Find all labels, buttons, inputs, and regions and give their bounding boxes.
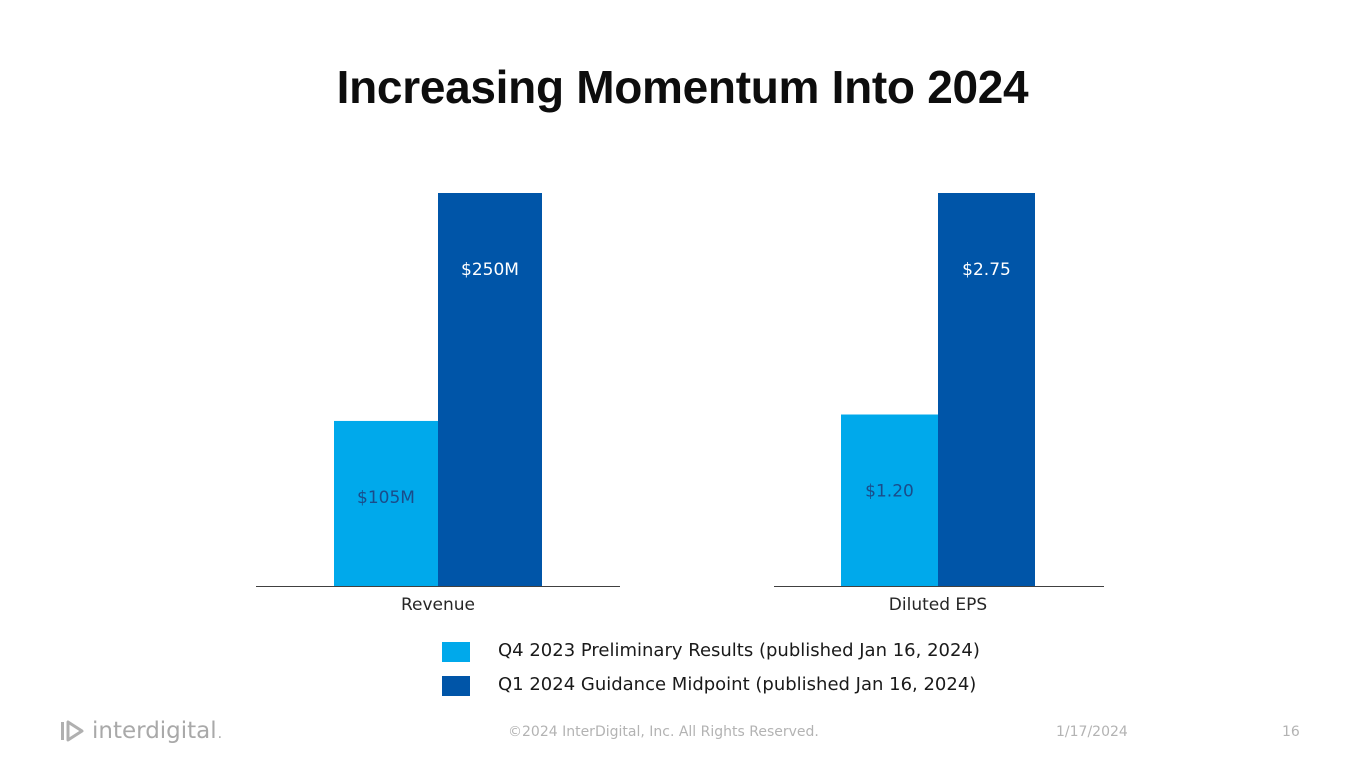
bar-chart: $105M $250M Revenue $1.20 $2.75 Diluted EPS	[256, 193, 1104, 615]
category-label-revenue: Revenue	[401, 595, 475, 615]
data-label-diluted-eps-q1: $2.75	[962, 260, 1011, 280]
footer-date: 1/17/2024	[1056, 724, 1128, 740]
legend-label-q1: Q1 2024 Guidance Midpoint (published Jan…	[498, 674, 977, 695]
data-label-revenue-q1: $250M	[461, 260, 519, 280]
interdigital-logo: interdigital .	[60, 714, 222, 748]
bar-revenue-q4	[334, 420, 438, 586]
logo-wordmark: interdigital	[92, 718, 217, 744]
interdigital-logo-icon	[61, 720, 84, 742]
legend-swatch-q4	[442, 642, 470, 662]
bar-revenue-q1	[438, 193, 542, 586]
legend-label-q4: Q4 2023 Preliminary Results (published J…	[498, 640, 980, 661]
category-label-diluted-eps: Diluted EPS	[889, 595, 987, 615]
legend-swatch-q1	[442, 676, 470, 696]
bar-diluted-eps-q1	[938, 193, 1035, 586]
footer-page-number: 16	[1282, 724, 1300, 740]
bar-diluted-eps-q4	[841, 414, 938, 586]
data-label-diluted-eps-q4: $1.20	[865, 482, 914, 502]
slide-title: Increasing Momentum Into 2024	[336, 61, 1029, 113]
footer-copyright: ©2024 InterDigital, Inc. All Rights Rese…	[508, 724, 819, 740]
data-label-revenue-q4: $105M	[357, 488, 415, 508]
logo-dot: .	[217, 726, 223, 742]
